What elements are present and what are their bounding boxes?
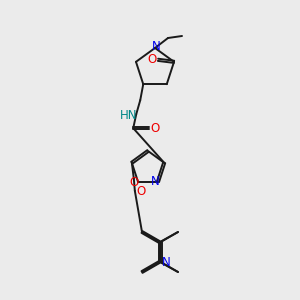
Text: N: N <box>151 175 159 188</box>
Text: O: O <box>129 176 139 189</box>
Text: N: N <box>152 40 160 53</box>
Text: N: N <box>162 256 171 269</box>
Text: O: O <box>151 122 160 135</box>
Text: O: O <box>147 53 157 66</box>
Text: O: O <box>136 185 146 198</box>
Text: HN: HN <box>119 109 137 122</box>
